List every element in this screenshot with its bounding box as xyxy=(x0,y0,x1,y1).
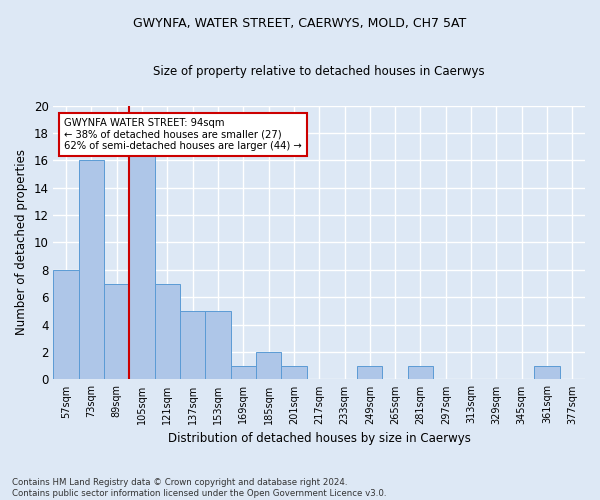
Bar xyxy=(535,366,560,380)
Bar xyxy=(104,284,130,380)
Bar xyxy=(180,311,205,380)
Text: GWYNFA WATER STREET: 94sqm
← 38% of detached houses are smaller (27)
62% of semi: GWYNFA WATER STREET: 94sqm ← 38% of deta… xyxy=(64,118,302,151)
Bar xyxy=(230,366,256,380)
Title: Size of property relative to detached houses in Caerwys: Size of property relative to detached ho… xyxy=(154,65,485,78)
Text: GWYNFA, WATER STREET, CAERWYS, MOLD, CH7 5AT: GWYNFA, WATER STREET, CAERWYS, MOLD, CH7… xyxy=(133,18,467,30)
Bar xyxy=(155,284,180,380)
Bar xyxy=(130,146,155,380)
Bar xyxy=(205,311,230,380)
Bar xyxy=(79,160,104,380)
Bar xyxy=(408,366,433,380)
Bar xyxy=(256,352,281,380)
Bar xyxy=(53,270,79,380)
Bar xyxy=(357,366,382,380)
Text: Contains HM Land Registry data © Crown copyright and database right 2024.
Contai: Contains HM Land Registry data © Crown c… xyxy=(12,478,386,498)
Y-axis label: Number of detached properties: Number of detached properties xyxy=(15,150,28,336)
Bar xyxy=(281,366,307,380)
X-axis label: Distribution of detached houses by size in Caerwys: Distribution of detached houses by size … xyxy=(168,432,470,445)
